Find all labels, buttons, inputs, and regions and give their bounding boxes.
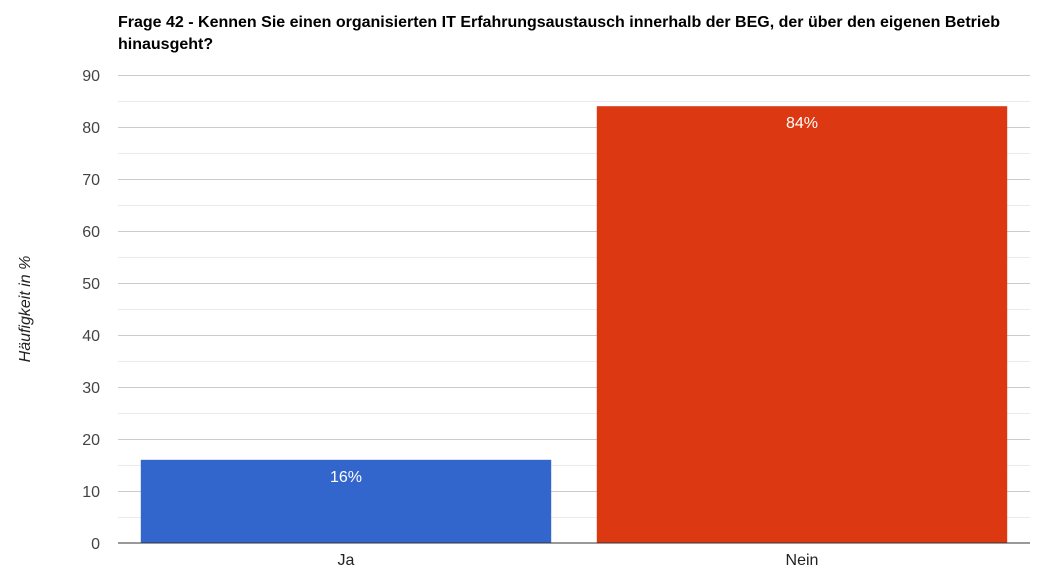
y-tick-label: 70 bbox=[82, 172, 100, 189]
y-tick-label: 10 bbox=[82, 484, 100, 501]
data-label: 84% bbox=[786, 115, 818, 132]
y-tick-label: 60 bbox=[82, 224, 100, 241]
bars: 16% 84% bbox=[140, 106, 1008, 543]
bar-ja bbox=[140, 459, 552, 543]
y-tick-label: 40 bbox=[82, 328, 100, 345]
chart-title: Frage 42 - Kennen Sie einen organisierte… bbox=[118, 14, 1000, 53]
y-tick-label: 20 bbox=[82, 432, 100, 449]
x-axis-ticks: Ja Nein bbox=[338, 552, 819, 568]
y-tick-label: 90 bbox=[82, 68, 100, 85]
x-tick-label: Ja bbox=[338, 552, 355, 568]
y-tick-label: 50 bbox=[82, 276, 100, 293]
y-tick-label: 0 bbox=[91, 536, 100, 553]
y-axis-title: Häufigkeit in % bbox=[17, 256, 34, 363]
y-axis-ticks: 0 10 20 30 40 50 60 70 80 90 bbox=[82, 68, 100, 553]
data-label: 16% bbox=[330, 469, 362, 486]
bar-nein bbox=[596, 106, 1008, 543]
y-tick-label: 80 bbox=[82, 120, 100, 137]
y-tick-label: 30 bbox=[82, 380, 100, 397]
x-tick-label: Nein bbox=[786, 552, 819, 568]
